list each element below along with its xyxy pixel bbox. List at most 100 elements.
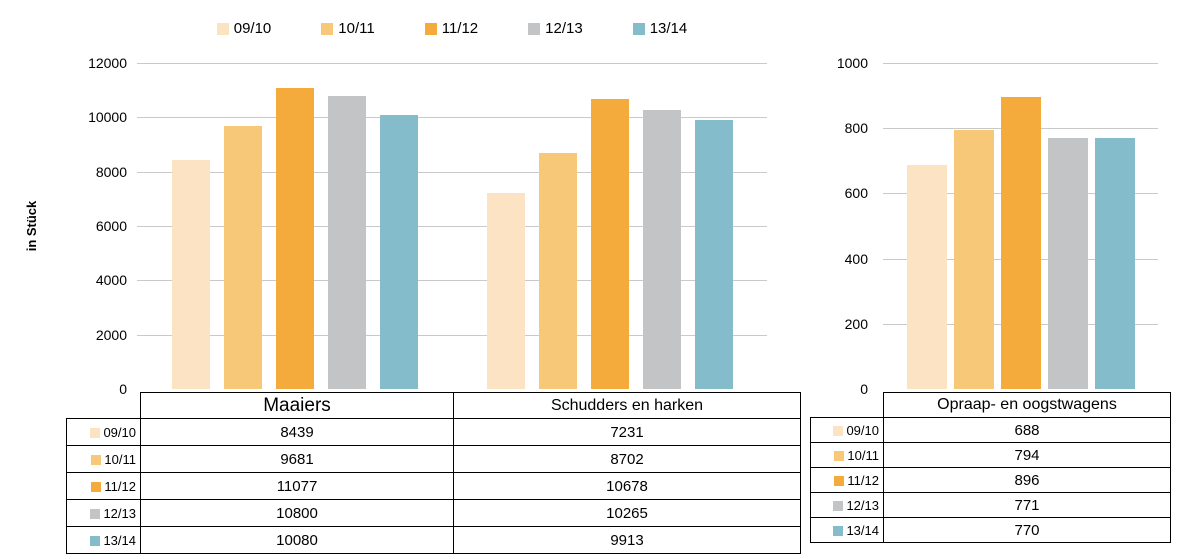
bar-13/14-Opraap- en oogstwagens — [1095, 138, 1135, 389]
legend-item: 13/14 — [632, 18, 688, 40]
y-axis-title: in Stück — [24, 200, 39, 252]
right-data-table: Opraap- en oogstwagens 09/10 688 10/11 794 11… — [810, 392, 1171, 543]
row-label-text: 10/11 — [847, 447, 879, 463]
table-row-label: 12/13 — [810, 492, 884, 518]
y-tick-label: 600 — [844, 185, 868, 201]
table-row: 09/10 688 — [810, 417, 1171, 443]
gridline — [137, 335, 767, 336]
table-value-cell: 9913 — [453, 526, 801, 554]
table-header-row: Maaiers Schudders en harken — [67, 392, 801, 419]
table-value-cell: 688 — [883, 417, 1171, 443]
legend-swatch — [321, 23, 334, 35]
row-label-text: 12/13 — [103, 505, 136, 521]
gridline — [137, 226, 767, 227]
row-label-text: 13/14 — [846, 522, 879, 538]
series-swatch — [834, 450, 845, 461]
table-value-cell: 8702 — [453, 445, 801, 473]
y-tick-label: 2000 — [95, 327, 127, 343]
right-chart-plot-area — [883, 63, 1158, 389]
table-row: 13/14 770 — [810, 517, 1171, 543]
table-value-cell: 896 — [883, 467, 1171, 493]
legend-item: 10/11 — [321, 18, 375, 40]
bar-11/12-Opraap- en oogstwagens — [1001, 97, 1041, 389]
table-row: 11/12 896 — [810, 467, 1171, 493]
series-swatch — [90, 508, 101, 519]
y-tick-label: 800 — [844, 120, 868, 136]
table-row-label: 11/12 — [810, 467, 884, 493]
series-swatch — [834, 475, 845, 486]
y-tick-label: 1000 — [836, 55, 868, 71]
gridline — [883, 63, 1158, 64]
table-row: 13/14 10080 9913 — [66, 526, 801, 554]
table-row-label: 13/14 — [66, 526, 141, 554]
bar-11/12-Schudders en harken — [591, 99, 629, 389]
series-swatch — [90, 535, 101, 546]
table-value-cell: 771 — [883, 492, 1171, 518]
series-swatch — [91, 454, 102, 465]
gridline — [137, 63, 767, 64]
chart-legend: 09/10 10/11 11/12 12/13 13/14 — [137, 18, 767, 40]
row-label-text: 09/10 — [846, 422, 879, 438]
bar-09/10-Maaiers — [172, 160, 210, 389]
table-row: 12/13 771 — [810, 492, 1171, 518]
table-value-cell: 770 — [883, 517, 1171, 543]
series-swatch — [833, 525, 844, 536]
table-row: 10/11 9681 8702 — [66, 445, 801, 473]
bar-09/10-Schudders en harken — [487, 193, 525, 389]
bar-12/13-Opraap- en oogstwagens — [1048, 138, 1088, 389]
row-label-text: 12/13 — [846, 497, 879, 513]
table-row: 12/13 10800 10265 — [66, 499, 801, 527]
table-value-cell: 10800 — [140, 499, 454, 527]
series-swatch — [833, 425, 844, 436]
legend-item: 12/13 — [528, 18, 583, 40]
y-tick-label: 0 — [860, 381, 868, 397]
table-value-cell: 8439 — [140, 418, 454, 446]
gridline — [137, 117, 767, 118]
table-row-label: 10/11 — [810, 442, 884, 468]
series-swatch — [91, 481, 102, 492]
gridline — [137, 280, 767, 281]
legend-item: 11/12 — [424, 18, 479, 40]
legend-label: 11/12 — [441, 20, 479, 37]
row-label-text: 10/11 — [104, 451, 136, 467]
table-column-header: Schudders en harken — [453, 392, 801, 419]
table-value-cell: 10678 — [453, 472, 801, 500]
legend-swatch — [528, 23, 541, 35]
table-row-label: 13/14 — [810, 517, 884, 543]
legend-label: 13/14 — [649, 20, 688, 37]
table-row: 11/12 11077 10678 — [66, 472, 801, 500]
table-value-cell: 11077 — [140, 472, 454, 500]
table-row-label: 09/10 — [66, 418, 141, 446]
table-row-label: 11/12 — [66, 472, 141, 500]
legend-swatch — [424, 23, 437, 35]
series-swatch — [90, 427, 101, 438]
table-value-cell: 794 — [883, 442, 1171, 468]
table-value-cell: 9681 — [140, 445, 454, 473]
bar-09/10-Opraap- en oogstwagens — [907, 165, 947, 389]
table-row: 09/10 8439 7231 — [66, 418, 801, 446]
bar-13/14-Maaiers — [380, 115, 418, 389]
series-swatch — [833, 500, 844, 511]
y-tick-label: 10000 — [88, 109, 127, 125]
bar-12/13-Schudders en harken — [643, 110, 681, 389]
row-label-text: 11/12 — [847, 472, 879, 488]
table-row: 10/11 794 — [810, 442, 1171, 468]
y-tick-label: 12000 — [88, 55, 127, 71]
bar-11/12-Maaiers — [276, 88, 314, 389]
gridline — [137, 172, 767, 173]
table-value-cell: 10080 — [140, 526, 454, 554]
row-label-text: 13/14 — [103, 532, 136, 548]
row-label-text: 11/12 — [104, 478, 136, 494]
bar-12/13-Maaiers — [328, 96, 366, 389]
y-tick-label: 8000 — [95, 164, 127, 180]
legend-label: 09/10 — [233, 20, 272, 37]
left-data-table: Maaiers Schudders en harken 09/10 8439 7231 1… — [66, 392, 801, 554]
table-value-cell: 10265 — [453, 499, 801, 527]
y-tick-label: 200 — [844, 316, 868, 332]
bar-10/11-Maaiers — [224, 126, 262, 389]
bar-13/14-Schudders en harken — [695, 120, 733, 389]
row-label-text: 09/10 — [103, 424, 136, 440]
legend-swatch — [632, 23, 645, 35]
legend-swatch — [216, 23, 229, 35]
bar-10/11-Opraap- en oogstwagens — [954, 130, 994, 389]
